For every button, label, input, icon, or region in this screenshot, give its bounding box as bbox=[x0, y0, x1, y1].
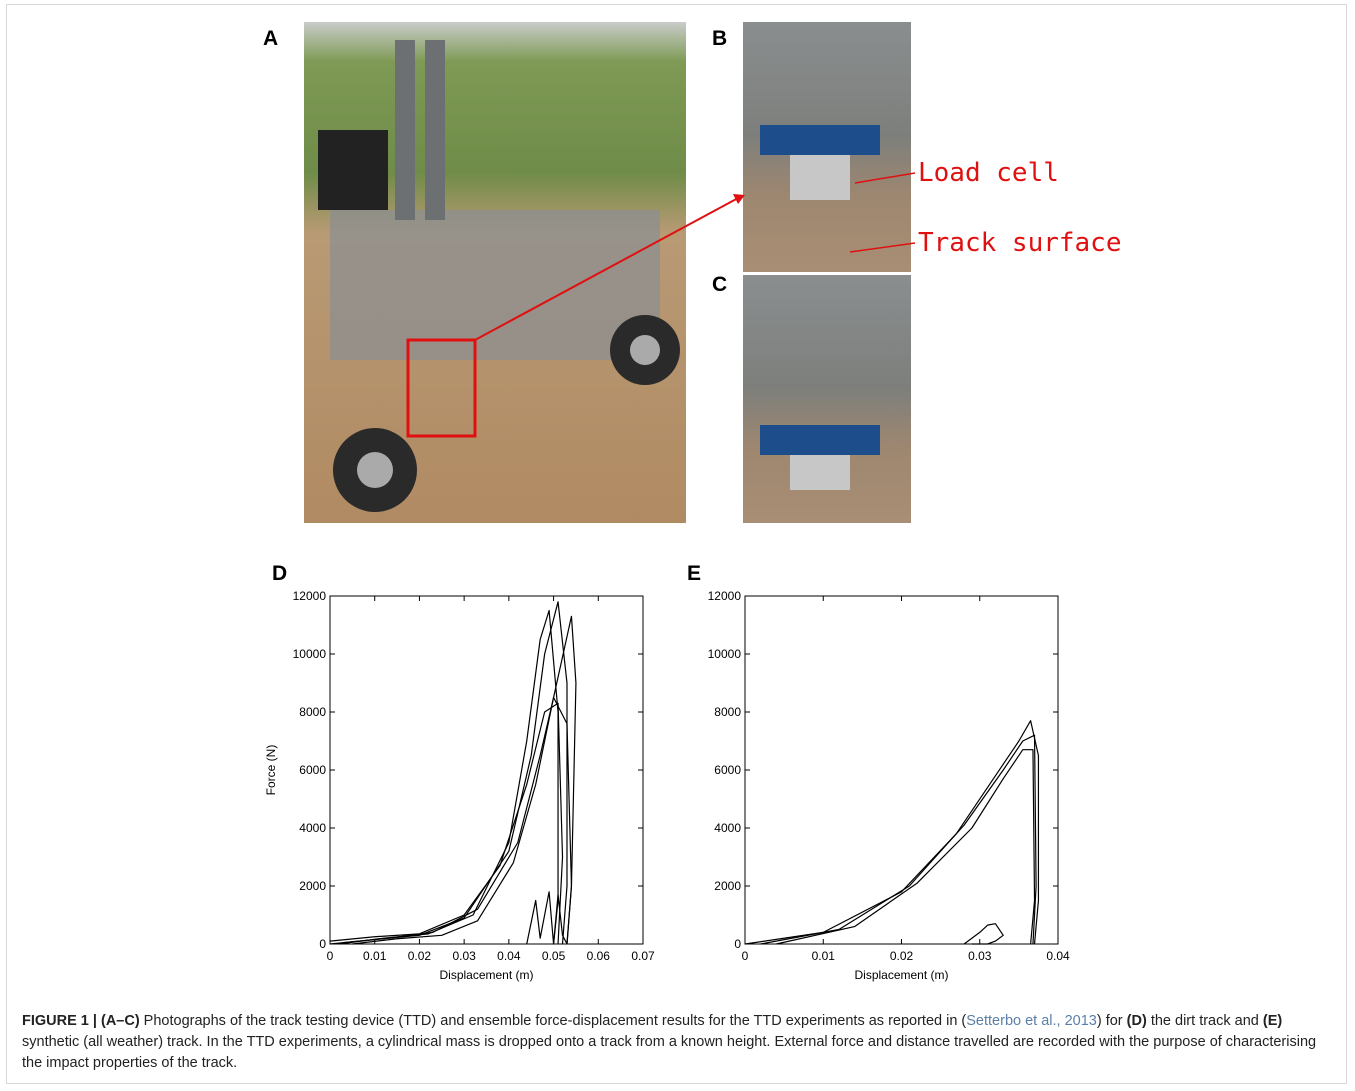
y-tick-label: 12000 bbox=[293, 589, 327, 603]
x-tick-label: 0.03 bbox=[968, 949, 992, 963]
x-tick-label: 0.07 bbox=[631, 949, 655, 963]
y-tick-label: 8000 bbox=[299, 705, 326, 719]
caption-text: Photographs of the track testing device … bbox=[139, 1013, 967, 1029]
caption-text: ) for bbox=[1096, 1013, 1127, 1029]
wheel-hub bbox=[630, 335, 660, 365]
figure-frame bbox=[6, 4, 1347, 1084]
y-tick-label: 2000 bbox=[299, 879, 326, 893]
force-curve bbox=[329, 601, 568, 945]
device-post bbox=[395, 40, 415, 220]
x-tick-label: 0.01 bbox=[812, 949, 836, 963]
y-tick-label: 6000 bbox=[299, 763, 326, 777]
force-curve bbox=[343, 696, 573, 945]
arrow bbox=[854, 172, 916, 184]
x-tick-label: 0.04 bbox=[497, 949, 521, 963]
reference-link[interactable]: Setterbo et al., 2013 bbox=[966, 1013, 1097, 1029]
annotation: Track surface bbox=[918, 228, 1122, 258]
load-cell bbox=[790, 155, 850, 200]
y-tick-label: 0 bbox=[319, 937, 326, 951]
wheel-hub bbox=[357, 452, 393, 488]
load-cell bbox=[790, 455, 850, 490]
y-tick-label: 10000 bbox=[708, 647, 742, 661]
x-tick-label: 0.05 bbox=[542, 949, 566, 963]
arrow bbox=[474, 196, 741, 341]
x-axis-label: Displacement (m) bbox=[854, 968, 948, 982]
caption-label: FIGURE 1 | (A–C) bbox=[22, 1013, 140, 1029]
force-curve bbox=[526, 891, 568, 945]
force-curve bbox=[760, 734, 1037, 945]
x-tick-label: 0.03 bbox=[452, 949, 476, 963]
highlight-box bbox=[406, 338, 477, 438]
force-curve bbox=[776, 749, 1036, 945]
caption-text: the dirt track and bbox=[1146, 1013, 1263, 1029]
caption: FIGURE 1 | (A–C) Photographs of the trac… bbox=[22, 1011, 1340, 1074]
panel-label: C bbox=[712, 273, 727, 296]
x-tick-label: 0.06 bbox=[587, 949, 611, 963]
force-curve bbox=[963, 923, 1004, 945]
y-tick-label: 12000 bbox=[708, 589, 742, 603]
panel-label: B bbox=[712, 27, 727, 50]
panel-label: E bbox=[687, 562, 701, 585]
y-tick-label: 2000 bbox=[714, 879, 741, 893]
figure: A B C Load cell Track surface D 0 0.01 0.02… bbox=[263, 22, 1122, 982]
y-axis-label: Force (N) bbox=[264, 745, 278, 796]
annotation: Load cell bbox=[918, 158, 1059, 188]
force-curve bbox=[352, 615, 577, 945]
y-tick-label: 8000 bbox=[714, 705, 741, 719]
caption-text: synthetic (all weather) track. In the TT… bbox=[22, 1034, 1317, 1071]
x-tick-label: 0 bbox=[742, 949, 749, 963]
caption-label: (D) bbox=[1126, 1013, 1147, 1029]
x-tick-label: 0.01 bbox=[363, 949, 387, 963]
force-curve bbox=[744, 720, 1040, 945]
panel-label: D bbox=[272, 562, 287, 585]
x-tick-label: 0 bbox=[327, 949, 334, 963]
y-tick-label: 4000 bbox=[714, 821, 741, 835]
x-tick-label: 0.02 bbox=[408, 949, 432, 963]
force-curve bbox=[338, 609, 559, 945]
x-tick-label: 0.04 bbox=[1046, 949, 1070, 963]
mass-block bbox=[760, 425, 880, 455]
caption-label: (E) bbox=[1262, 1013, 1283, 1029]
mass-block bbox=[760, 125, 880, 155]
y-tick-label: 6000 bbox=[714, 763, 741, 777]
plot-frame bbox=[329, 595, 644, 945]
arrow-head bbox=[733, 194, 745, 204]
panel-label: A bbox=[263, 27, 278, 50]
y-tick-label: 10000 bbox=[293, 647, 327, 661]
laptop bbox=[318, 130, 388, 210]
device bbox=[330, 210, 660, 360]
y-tick-label: 4000 bbox=[299, 821, 326, 835]
force-curve bbox=[329, 702, 564, 945]
y-tick-label: 0 bbox=[734, 937, 741, 951]
x-axis-label: Displacement (m) bbox=[439, 968, 533, 982]
arrow bbox=[849, 242, 916, 253]
device-post bbox=[425, 40, 445, 220]
x-tick-label: 0.02 bbox=[890, 949, 914, 963]
